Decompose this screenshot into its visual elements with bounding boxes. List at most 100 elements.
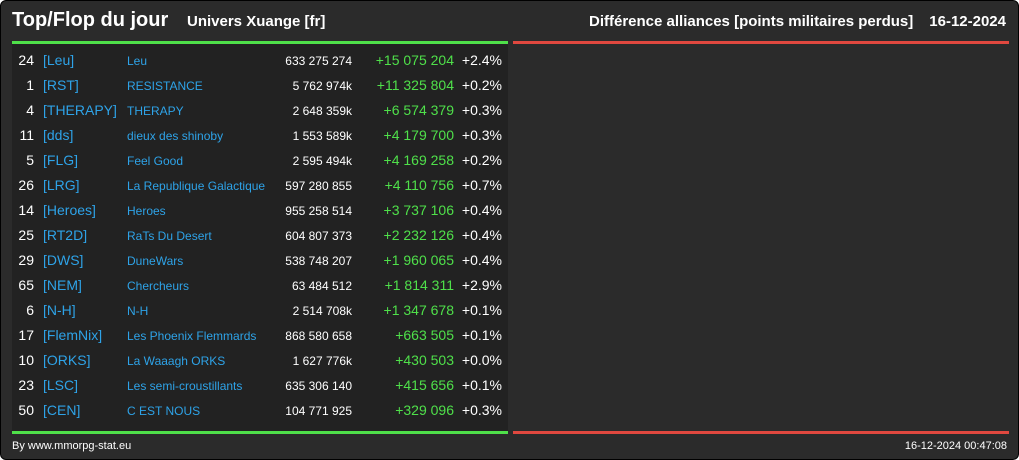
alliance-name-link[interactable]: Chercheurs (127, 279, 190, 293)
points-difference: +4 179 700 (383, 127, 454, 143)
alliance-points: 2 514 708k (292, 304, 352, 318)
alliance-rank: 14 (18, 202, 34, 218)
alliance-tag-link[interactable]: [LSC] (43, 377, 79, 393)
header-date: 16-12-2024 (929, 13, 1006, 30)
points-difference: +1 814 311 (384, 277, 454, 293)
percent-change: +0.1% (461, 377, 502, 393)
percent-change: +2.9% (461, 277, 502, 293)
alliance-rank: 10 (18, 352, 34, 368)
alliance-rank: 4 (26, 102, 34, 118)
alliance-points: 633 275 274 (285, 54, 352, 68)
alliance-points: 868 580 658 (285, 329, 352, 343)
table-row: 23 [LSC] Les semi-croustillants 635 306 140… (12, 373, 508, 398)
top-list-panel: 24 [Leu] Leu 633 275 274 +15 075 204 +2.4% 1 [R… (12, 44, 508, 431)
points-difference: +6 574 379 (383, 102, 454, 118)
table-row: 1 [RST] RESISTANCE 5 762 974k +11 325 804 +0.… (12, 73, 508, 98)
alliance-points: 104 771 925 (285, 404, 352, 418)
alliance-name-link[interactable]: La Republique Galactique (127, 179, 266, 193)
alliance-rank: 1 (26, 77, 34, 93)
percent-change: +0.7% (461, 177, 502, 193)
alliance-rank: 24 (18, 52, 34, 68)
alliance-points: 635 306 140 (285, 379, 352, 393)
alliance-rank: 23 (18, 377, 34, 393)
points-difference: +329 096 (395, 402, 454, 418)
percent-change: +0.1% (461, 302, 502, 318)
alliance-name-link[interactable]: C EST NOUS (127, 404, 201, 418)
table-row: 11 [dds] dieux des shinoby 1 553 589k +4 179… (12, 123, 508, 148)
alliance-rank: 50 (18, 402, 34, 418)
points-difference: +4 110 756 (384, 177, 454, 193)
table-row: 24 [Leu] Leu 633 275 274 +15 075 204 +2.4% (12, 48, 508, 73)
alliance-tag-link[interactable]: [Leu] (43, 52, 75, 68)
alliance-tag-link[interactable]: [dds] (43, 127, 74, 143)
alliance-tag-link[interactable]: [N-H] (43, 302, 76, 318)
alliance-name-link[interactable]: Heroes (127, 204, 166, 218)
alliance-points: 538 748 207 (285, 254, 352, 268)
percent-change: +0.4% (461, 227, 502, 243)
table-row: 6 [N-H] N-H 2 514 708k +1 347 678 +0.1% (12, 298, 508, 323)
alliance-name-link[interactable]: RESISTANCE (127, 79, 203, 93)
alliance-name-link[interactable]: La Waaagh ORKS (127, 354, 226, 368)
table-row: 29 [DWS] DuneWars 538 748 207 +1 960 065 +0.4… (12, 248, 508, 273)
alliance-tag-link[interactable]: [LRG] (43, 177, 80, 193)
percent-change: +2.4% (461, 52, 502, 68)
alliance-tag-link[interactable]: [CEN] (43, 402, 81, 418)
points-difference: +4 169 258 (383, 152, 454, 168)
alliance-name-link[interactable]: Feel Good (127, 154, 184, 168)
alliance-tag-link[interactable]: [RT2D] (43, 227, 88, 243)
alliance-points: 597 280 855 (285, 179, 352, 193)
page-title: Top/Flop du jour (12, 9, 169, 31)
alliance-tag-link[interactable]: [FLG] (43, 152, 79, 168)
alliance-name-link[interactable]: Leu (127, 54, 148, 68)
percent-change: +0.4% (461, 252, 502, 268)
alliance-rank: 65 (18, 277, 34, 293)
percent-change: +0.0% (461, 352, 502, 368)
alliance-name-link[interactable]: Les Phoenix Flemmards (127, 329, 257, 343)
points-difference: +430 503 (395, 352, 454, 368)
points-difference: +415 656 (395, 377, 454, 393)
percent-change: +0.3% (461, 127, 502, 143)
top-section-bottom-bar (12, 431, 508, 434)
alliance-rank: 17 (18, 327, 34, 343)
alliance-points: 5 762 974k (292, 79, 352, 93)
alliance-points: 1 627 776k (292, 354, 352, 368)
table-row: 14 [Heroes] Heroes 955 258 514 +3 737 106 +0.… (12, 198, 508, 223)
universe-label: Univers Xuange [fr] (187, 13, 326, 30)
alliance-name-link[interactable]: THERAPY (127, 104, 184, 118)
footer-credit[interactable]: By www.mmorpg-stat.eu (12, 440, 132, 452)
alliance-rank: 25 (18, 227, 34, 243)
alliance-name-link[interactable]: N-H (127, 304, 149, 318)
alliance-name-link[interactable]: RaTs Du Desert (127, 229, 212, 243)
alliance-name-link[interactable]: dieux des shinoby (127, 129, 224, 143)
flop-list-panel (513, 44, 1009, 431)
alliance-name-link[interactable]: Les semi-croustillants (127, 379, 243, 393)
alliance-points: 2 648 359k (292, 104, 352, 118)
percent-change: +0.1% (461, 327, 502, 343)
alliance-points: 1 553 589k (292, 129, 352, 143)
alliance-tag-link[interactable]: [RST] (43, 77, 79, 93)
percent-change: +0.4% (461, 202, 502, 218)
points-difference: +1 347 678 (383, 302, 454, 318)
points-difference: +663 505 (395, 327, 454, 343)
alliance-name-link[interactable]: DuneWars (127, 254, 184, 268)
alliance-rank: 26 (18, 177, 34, 193)
alliance-tag-link[interactable]: [FlemNix] (43, 327, 103, 343)
alliance-tag-link[interactable]: [DWS] (43, 252, 84, 268)
alliance-tag-link[interactable]: [ORKS] (43, 352, 91, 368)
points-difference: +11 325 804 (376, 77, 454, 93)
alliance-tag-link[interactable]: [Heroes] (43, 202, 96, 218)
table-row: 65 [NEM] Chercheurs 63 484 512 +1 814 311 +2.… (12, 273, 508, 298)
alliance-points: 2 595 494k (292, 154, 352, 168)
table-row: 5 [FLG] Feel Good 2 595 494k +4 169 258 +0.2% (12, 148, 508, 173)
alliance-tag-link[interactable]: [THERAPY] (43, 102, 117, 118)
alliance-tag-link[interactable]: [NEM] (43, 277, 82, 293)
category-label: Différence alliances [points militaires … (589, 13, 914, 30)
percent-change: +0.3% (461, 102, 502, 118)
alliance-points: 604 807 373 (285, 229, 352, 243)
header-right: Différence alliances [points militaires … (573, 13, 1006, 30)
table-row: 10 [ORKS] La Waaagh ORKS 1 627 776k +430 503… (12, 348, 508, 373)
table-row: 25 [RT2D] RaTs Du Desert 604 807 373 +2 232 … (12, 223, 508, 248)
points-difference: +3 737 106 (383, 202, 454, 218)
points-difference: +15 075 204 (375, 52, 454, 68)
alliance-rank: 11 (19, 127, 34, 143)
